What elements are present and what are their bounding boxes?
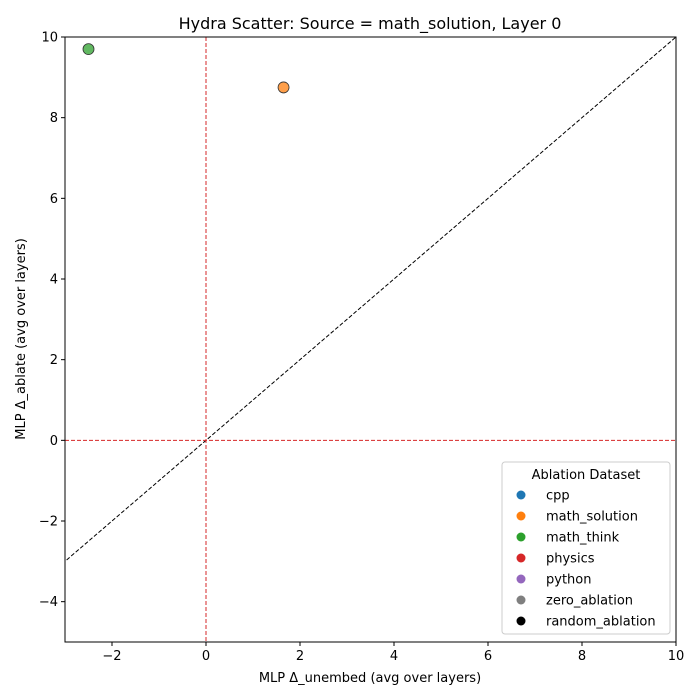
reference-lines <box>65 37 676 642</box>
legend-marker <box>516 616 526 626</box>
legend-box <box>501 461 671 635</box>
x-tick-label: −2 <box>102 649 121 664</box>
legend-marker <box>516 490 526 500</box>
y-tick-label: 8 <box>50 111 58 126</box>
y-tick-label: 4 <box>50 273 58 288</box>
legend-marker <box>516 574 526 584</box>
y-tick-label: 10 <box>41 31 58 46</box>
x-axis-label: MLP Δ_unembed (avg over layers) <box>259 671 481 686</box>
x-tick-label: 4 <box>390 649 398 664</box>
x-tick-label: 6 <box>484 649 492 664</box>
legend-entry-label: python <box>546 573 591 588</box>
legend: Ablation Dataset cpp math_solution math_thi… <box>501 461 671 635</box>
x-tick-label: 10 <box>668 649 685 664</box>
data-point-math-think <box>82 43 95 55</box>
legend-entry-label: math_solution <box>546 510 638 525</box>
legend-entry-label: physics <box>546 552 595 567</box>
chart-title: Hydra Scatter: Source = math_solution, L… <box>179 14 562 34</box>
x-tick-label: 0 <box>202 649 210 664</box>
legend-entry-label: zero_ablation <box>546 594 633 609</box>
legend-entry-label: random_ablation <box>546 615 656 630</box>
data-points <box>82 43 290 94</box>
y-tick-label: −4 <box>39 595 58 610</box>
y-tick-label: 0 <box>50 434 58 449</box>
legend-entry-label: cpp <box>546 489 570 504</box>
legend-title: Ablation Dataset <box>532 468 641 483</box>
legend-marker <box>516 511 526 521</box>
y-tick-label: 6 <box>50 192 58 207</box>
y-tick-label: −2 <box>39 515 58 530</box>
legend-marker <box>516 553 526 563</box>
y-axis-label: MLP Δ_ablate (avg over layers) <box>14 238 29 440</box>
y-tick-label: 2 <box>50 353 58 368</box>
legend-entry-label: math_think <box>546 531 620 546</box>
axes-frame <box>64 36 677 643</box>
x-tick-label: 8 <box>578 649 586 664</box>
data-point-math-solution <box>277 81 290 94</box>
reference-line-diagonal <box>65 37 676 562</box>
legend-marker <box>516 532 526 542</box>
legend-marker <box>516 595 526 605</box>
plot-area: −2 0 2 4 6 8 10 −4 −2 0 2 4 6 8 10 <box>39 31 685 665</box>
x-tick-label: 2 <box>296 649 304 664</box>
